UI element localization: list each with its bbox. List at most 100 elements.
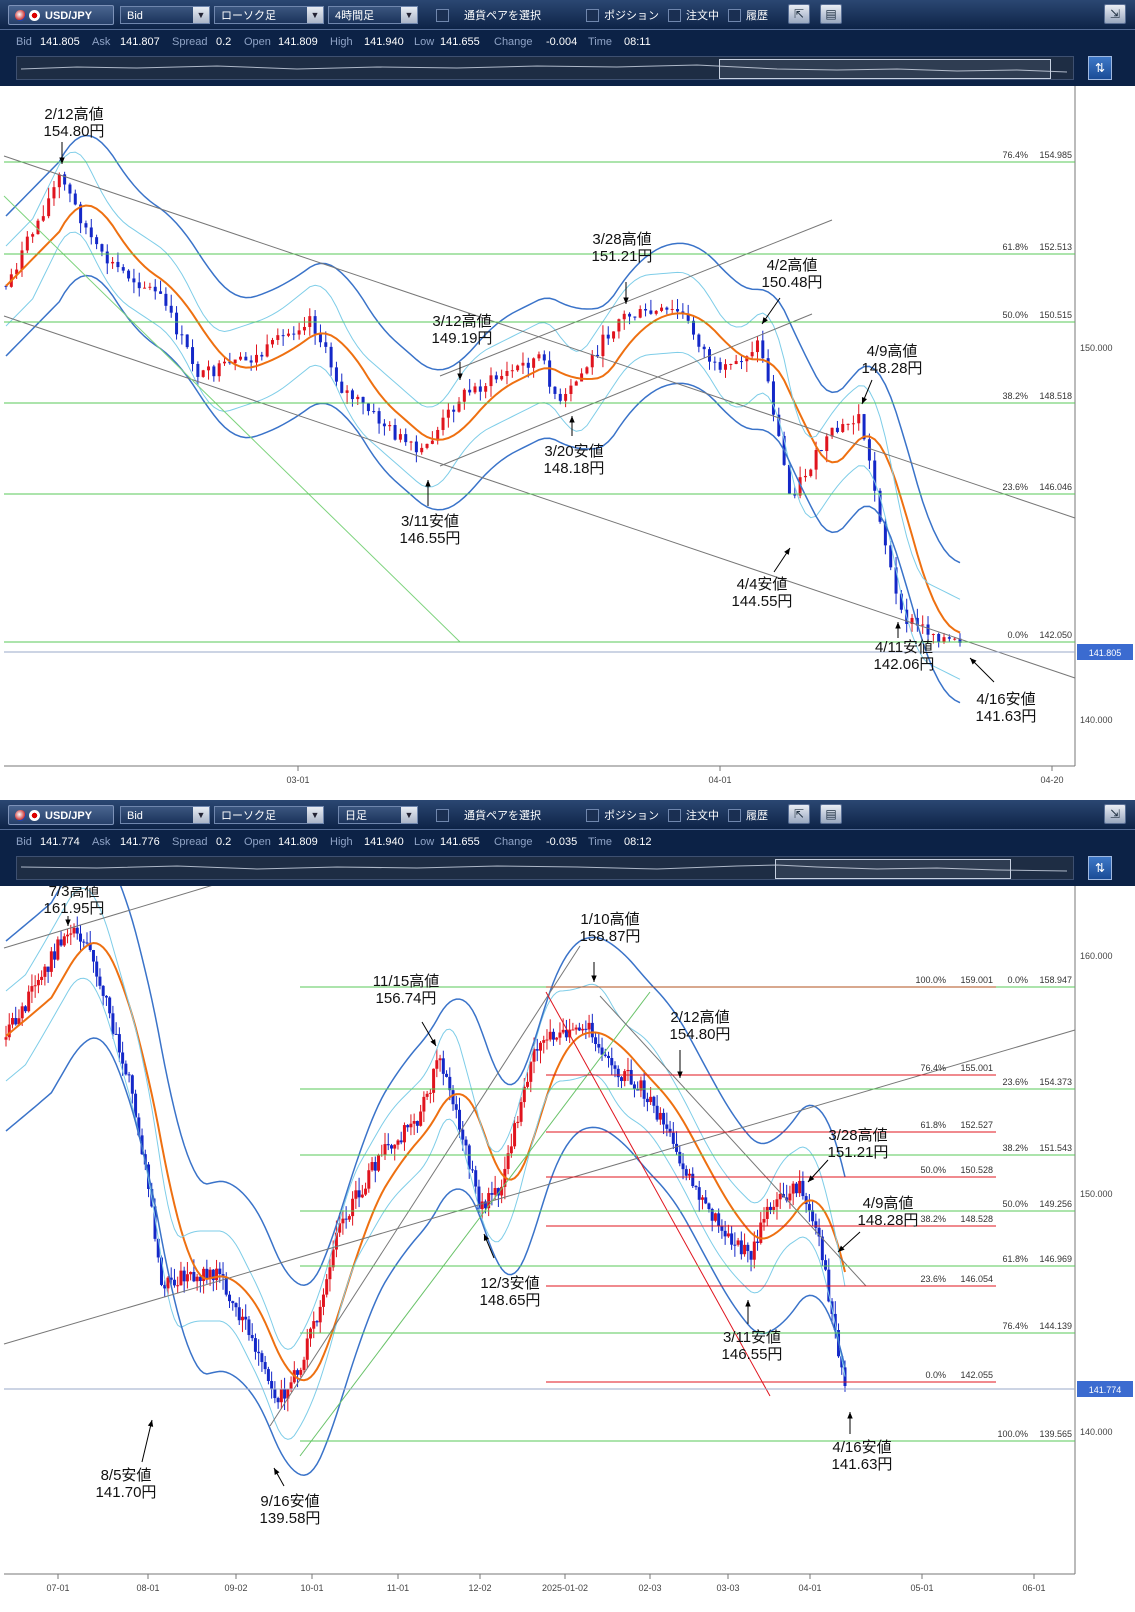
candle-body: [448, 1076, 452, 1091]
candle-body: [377, 411, 381, 424]
candle-body: [561, 1029, 565, 1033]
candle-body: [794, 1183, 798, 1194]
candle-body: [354, 1190, 358, 1199]
symbol-selector[interactable]: USD/JPY: [8, 5, 114, 25]
symbol-selector[interactable]: USD/JPY: [8, 805, 114, 825]
candle-body: [817, 1227, 821, 1237]
navigator-scrollbar[interactable]: [16, 56, 1074, 80]
candle-body: [66, 934, 70, 937]
candle-body: [98, 976, 102, 986]
candle-body: [558, 1032, 562, 1038]
chart-type-select[interactable]: ローソク足 ▼: [214, 806, 324, 824]
fibonacci-value-red: 150.528: [960, 1165, 993, 1175]
candle-body: [393, 425, 397, 440]
candle-body: [596, 354, 600, 357]
candle-body: [798, 1180, 802, 1194]
orders-checkbox[interactable]: [668, 809, 681, 822]
candle-body: [474, 1170, 478, 1187]
candle-body: [571, 1029, 575, 1031]
candle-body: [101, 985, 105, 996]
window-icon[interactable]: ▤: [820, 804, 842, 824]
price-type-select[interactable]: Bid ▼: [120, 6, 210, 24]
candle-body: [619, 1077, 623, 1082]
navigator-scrollbar[interactable]: [16, 856, 1074, 880]
timeframe-select[interactable]: 4時間足 ▼: [328, 6, 418, 24]
chart-type-select[interactable]: ローソク足 ▼: [214, 6, 324, 24]
candle-body: [389, 1145, 393, 1149]
navigator-toggle-icon[interactable]: ⇅: [1088, 56, 1112, 80]
candle-body: [568, 1029, 572, 1038]
candle-body: [658, 1112, 662, 1120]
pair-select-checkbox[interactable]: [436, 809, 449, 822]
candle-body: [494, 375, 498, 380]
fibonacci-percent-red: 50.0%: [920, 1165, 946, 1175]
high-value: 141.940: [364, 36, 404, 48]
candle-body: [723, 364, 727, 370]
positions-checkbox[interactable]: [586, 809, 599, 822]
candle-body: [292, 333, 296, 335]
candle-body: [415, 1121, 419, 1126]
candle-body: [454, 1104, 458, 1110]
candle-body: [180, 334, 184, 336]
navigator-window[interactable]: [775, 859, 1011, 879]
candle-body: [33, 985, 37, 987]
trendline: [299, 991, 651, 1457]
candle-body: [364, 1188, 368, 1195]
timeframe-select[interactable]: 日足 ▼: [338, 806, 418, 824]
candle-body: [366, 403, 370, 412]
annotation-label: 3/20安値: [544, 443, 603, 460]
orders-checkbox[interactable]: [668, 9, 681, 22]
candle-body: [309, 1328, 313, 1339]
moving-average-line: [5, 204, 961, 634]
candle-body: [223, 361, 227, 364]
candle-body: [189, 1271, 193, 1275]
candle-body: [121, 267, 125, 271]
candle-body: [286, 333, 290, 336]
navigator-window[interactable]: [719, 59, 1051, 79]
trendline: [3, 1029, 1076, 1345]
candle-body: [370, 1162, 374, 1171]
annotation-label: 4/11安値: [875, 639, 933, 656]
candle-body: [331, 1249, 335, 1268]
candle-body: [208, 1269, 212, 1279]
window-icon[interactable]: ▤: [820, 4, 842, 24]
fibonacci-value: 142.050: [1039, 630, 1072, 640]
candle-body: [798, 477, 802, 496]
toolbar: USD/JPY Bid ▼ ローソク足 ▼ 日足 ▼ 通貨ペアを選択 ポジション 注文…: [0, 800, 1135, 830]
candle-body: [723, 1230, 727, 1237]
candle-body: [328, 1267, 332, 1280]
candlestick-chart-daily: 0.0% 158.947 23.6% 154.373 38.2% 151.543 50.0%…: [0, 886, 1135, 1612]
candle-body: [542, 1040, 546, 1043]
pair-select-checkbox[interactable]: [436, 9, 449, 22]
candle-body: [692, 320, 696, 335]
time-axis-label: 12-02: [468, 1583, 491, 1593]
chart-settings-icon[interactable]: ⇱: [788, 4, 810, 24]
detach-icon[interactable]: ⇲: [1104, 804, 1126, 824]
chart-settings-icon[interactable]: ⇱: [788, 804, 810, 824]
history-checkbox[interactable]: [728, 9, 741, 22]
low-label: Low: [414, 836, 435, 848]
navigator-toggle-icon[interactable]: ⇅: [1088, 856, 1112, 880]
open-label: Open: [244, 36, 271, 48]
candle-body: [49, 951, 53, 972]
candle-body: [467, 1145, 471, 1170]
annotation-label: 4/16安値: [976, 691, 1035, 708]
bid-label: Bid: [16, 836, 32, 848]
candle-body: [47, 198, 51, 217]
arrowhead: [677, 1071, 683, 1078]
candle-body: [623, 1071, 627, 1082]
candle-body: [377, 1154, 381, 1171]
candle-body: [382, 423, 386, 427]
price-type-select[interactable]: Bid ▼: [120, 806, 210, 824]
arrowhead: [425, 480, 431, 487]
positions-checkbox[interactable]: [586, 9, 599, 22]
orders-label: 注文中: [686, 810, 719, 822]
chevron-down-icon: ▼: [307, 7, 323, 23]
time-axis-label: 2025-01-02: [542, 1583, 588, 1593]
detach-icon[interactable]: ⇲: [1104, 4, 1126, 24]
candle-body: [357, 1190, 361, 1198]
history-checkbox[interactable]: [728, 809, 741, 822]
candle-body: [458, 1109, 462, 1130]
candle-body: [660, 307, 664, 311]
candle-body: [302, 326, 306, 331]
